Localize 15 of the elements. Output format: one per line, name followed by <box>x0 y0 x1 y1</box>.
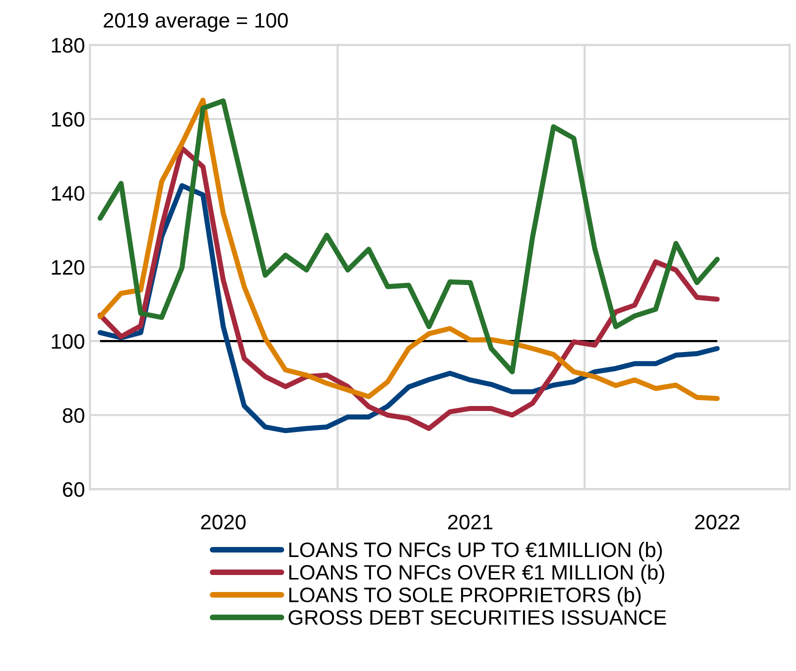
legend-label: LOANS TO NFCs OVER €1 MILLION (b) <box>289 564 664 584</box>
x-tick-label: 2020 <box>201 514 246 530</box>
x-tick-label: 2021 <box>448 514 492 530</box>
x-tick-label: 2022 <box>695 514 740 530</box>
legend-label: LOANS TO NFCs UP TO €1MILLION (b) <box>289 542 662 562</box>
y-tick-label: 60 <box>62 482 84 497</box>
y-tick-label: 160 <box>52 112 84 127</box>
chart-title: 2019 average = 100 <box>104 12 288 32</box>
legend-label: LOANS TO SOLE PROPRIETORS (b) <box>289 587 641 606</box>
y-tick-label: 100 <box>52 334 84 349</box>
y-tick-label: 140 <box>52 186 84 201</box>
y-tick-label: 120 <box>52 260 84 275</box>
legend-label: GROSS DEBT SECURITIES ISSUANCE <box>288 610 666 625</box>
y-tick-label: 80 <box>62 408 84 423</box>
y-tick-label: 180 <box>52 38 84 53</box>
